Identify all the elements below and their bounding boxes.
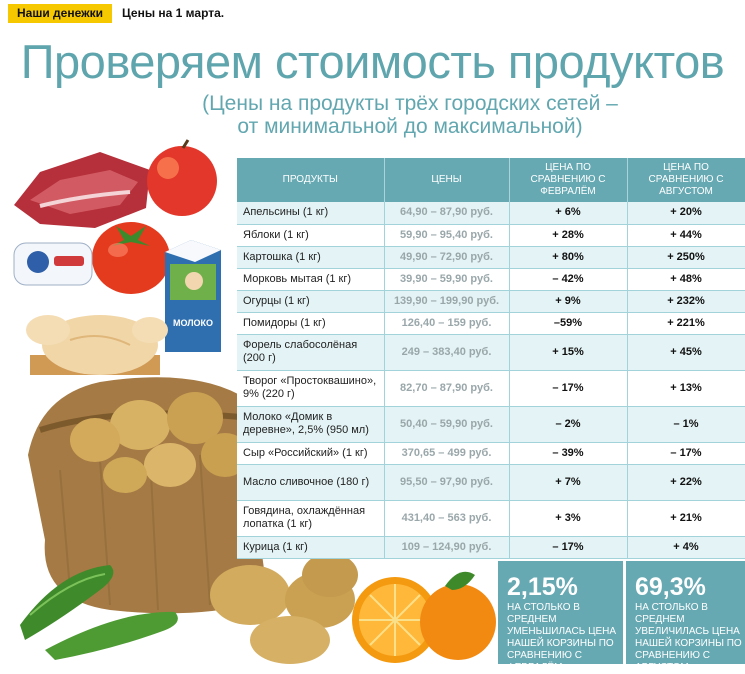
- table-header-row: ПРОДУКТЫ ЦЕНЫ ЦЕНА ПО СРАВНЕНИЮ С ФЕВРАЛ…: [237, 158, 745, 202]
- summary-february-box: 2,15% На столько в среднем уменьшилась ц…: [498, 561, 623, 673]
- price-range: 249 – 383,40 руб.: [384, 334, 510, 371]
- price-range: 82,70 – 87,90 руб.: [384, 370, 510, 407]
- price-range: 370,65 – 499 руб.: [384, 442, 510, 465]
- product-name: Масло сливочное (180 г): [237, 464, 385, 501]
- tomato-icon: [92, 222, 170, 294]
- change-vs-february: + 9%: [509, 290, 628, 313]
- product-name: Морковь мытая (1 кг): [237, 268, 385, 291]
- table-row: Помидоры (1 кг) 126,40 – 159 руб. –59% +…: [237, 312, 745, 335]
- milk-carton-icon: МОЛОКО: [165, 240, 221, 352]
- price-range: 39,90 – 59,90 руб.: [384, 268, 510, 291]
- page-title: Проверяем стоимость продуктов: [20, 35, 725, 88]
- potato-sack-icon: [28, 377, 358, 664]
- cucumber-icon: [20, 565, 178, 660]
- price-range: 126,40 – 159 руб.: [384, 312, 510, 335]
- header-prices: ЦЕНЫ: [384, 158, 510, 202]
- table-row: Творог «Простоквашино», 9% (220 г) 82,70…: [237, 370, 745, 407]
- change-vs-august: + 221%: [627, 312, 745, 335]
- header-vs-august: ЦЕНА ПО СРАВНЕНИЮ С АВГУСТОМ: [627, 158, 745, 202]
- product-name: Говядина, охлаждённая лопатка (1 кг): [237, 500, 385, 537]
- table-row: Апельсины (1 кг) 64,90 – 87,90 руб. + 6%…: [237, 202, 745, 225]
- apple-icon: [147, 139, 217, 216]
- change-vs-august: + 232%: [627, 290, 745, 313]
- change-vs-august: + 22%: [627, 464, 745, 501]
- change-vs-august: + 44%: [627, 224, 745, 247]
- product-name: Яблоки (1 кг): [237, 224, 385, 247]
- summary-february-value: 2,15%: [507, 573, 578, 601]
- change-vs-august: + 20%: [627, 202, 745, 225]
- groceries-illustration: МОЛОКО: [13, 139, 496, 664]
- change-vs-february: – 17%: [509, 370, 628, 407]
- price-table: ПРОДУКТЫ ЦЕНЫ ЦЕНА ПО СРАВНЕНИЮ С ФЕВРАЛ…: [237, 158, 745, 559]
- page-subtitle: (Цены на продукты трёх городских сетей –…: [150, 92, 670, 138]
- change-vs-august: + 48%: [627, 268, 745, 291]
- change-vs-february: + 6%: [509, 202, 628, 225]
- summary-august-value: 69,3%: [635, 573, 706, 601]
- date-label: Цены на 1 марта.: [122, 6, 225, 20]
- change-vs-february: + 15%: [509, 334, 628, 371]
- change-vs-february: + 28%: [509, 224, 628, 247]
- change-vs-february: – 39%: [509, 442, 628, 465]
- change-vs-august: + 45%: [627, 334, 745, 371]
- header-vs-february: ЦЕНА ПО СРАВНЕНИЮ С ФЕВРАЛЁМ: [509, 158, 628, 202]
- price-range: 50,40 – 59,90 руб.: [384, 406, 510, 443]
- summary-august-box: 69,3% На столько в среднем увеличилась ц…: [626, 561, 745, 673]
- chicken-icon: [26, 315, 168, 375]
- product-name: Курица (1 кг): [237, 536, 385, 559]
- table-row: Форель слабосолёная (200 г) 249 – 383,40…: [237, 334, 745, 371]
- meat-icon: [14, 152, 150, 228]
- change-vs-august: + 13%: [627, 370, 745, 407]
- product-name: Сыр «Российский» (1 кг): [237, 442, 385, 465]
- table-row: Курица (1 кг) 109 – 124,90 руб. – 17% + …: [237, 536, 745, 559]
- table-row: Огурцы (1 кг) 139,90 – 199,90 руб. + 9% …: [237, 290, 745, 313]
- change-vs-august: + 21%: [627, 500, 745, 537]
- table-row: Картошка (1 кг) 49,90 – 72,90 руб. + 80%…: [237, 246, 745, 269]
- change-vs-february: – 42%: [509, 268, 628, 291]
- price-range: 64,90 – 87,90 руб.: [384, 202, 510, 225]
- table-row: Морковь мытая (1 кг) 39,90 – 59,90 руб. …: [237, 268, 745, 291]
- price-range: 139,90 – 199,90 руб.: [384, 290, 510, 313]
- change-vs-february: – 2%: [509, 406, 628, 443]
- product-name: Форель слабосолёная (200 г): [237, 334, 385, 371]
- product-name: Картошка (1 кг): [237, 246, 385, 269]
- table-row: Говядина, охлаждённая лопатка (1 кг) 431…: [237, 500, 745, 537]
- subtitle-line-1: (Цены на продукты трёх городских сетей –: [202, 92, 618, 115]
- product-name: Апельсины (1 кг): [237, 202, 385, 225]
- change-vs-february: – 17%: [509, 536, 628, 559]
- section-tag: Наши денежки: [8, 4, 112, 23]
- price-range: 49,90 – 72,90 руб.: [384, 246, 510, 269]
- cheese-icon: [13, 242, 93, 286]
- summary-february-text: На столько в среднем уменьшилась цена на…: [507, 602, 617, 673]
- change-vs-august: – 17%: [627, 442, 745, 465]
- product-name: Помидоры (1 кг): [237, 312, 385, 335]
- table-row: Масло сливочное (180 г) 95,50 – 97,90 ру…: [237, 464, 745, 501]
- price-range: 59,90 – 95,40 руб.: [384, 224, 510, 247]
- change-vs-august: + 250%: [627, 246, 745, 269]
- product-name: Огурцы (1 кг): [237, 290, 385, 313]
- table-row: Молоко «Домик в деревне», 2,5% (950 мл) …: [237, 406, 745, 443]
- orange-icon: [352, 571, 496, 663]
- table-row: Яблоки (1 кг) 59,90 – 95,40 руб. + 28% +…: [237, 224, 745, 247]
- product-name: Молоко «Домик в деревне», 2,5% (950 мл): [237, 406, 385, 443]
- summary-august-text: На столько в среднем увеличилась цена на…: [635, 602, 742, 673]
- product-name: Творог «Простоквашино», 9% (220 г): [237, 370, 385, 407]
- change-vs-august: + 4%: [627, 536, 745, 559]
- change-vs-february: –59%: [509, 312, 628, 335]
- change-vs-february: + 3%: [509, 500, 628, 537]
- price-range: 95,50 – 97,90 руб.: [384, 464, 510, 501]
- header-product: ПРОДУКТЫ: [237, 158, 385, 202]
- change-vs-february: + 80%: [509, 246, 628, 269]
- price-range: 109 – 124,90 руб.: [384, 536, 510, 559]
- milk-carton-label: МОЛОКО: [173, 318, 213, 328]
- table-row: Сыр «Российский» (1 кг) 370,65 – 499 руб…: [237, 442, 745, 465]
- change-vs-august: – 1%: [627, 406, 745, 443]
- subtitle-line-2: от минимальной до максимальной): [237, 115, 583, 138]
- change-vs-february: + 7%: [509, 464, 628, 501]
- price-range: 431,40 – 563 руб.: [384, 500, 510, 537]
